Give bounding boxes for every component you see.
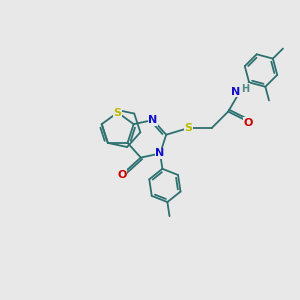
Text: N: N <box>231 86 240 97</box>
Text: H: H <box>242 84 250 94</box>
Text: N: N <box>155 148 165 158</box>
Text: S: S <box>114 107 122 118</box>
Text: O: O <box>117 170 127 180</box>
Text: S: S <box>184 123 193 133</box>
Text: N: N <box>148 115 158 125</box>
Text: O: O <box>243 118 253 128</box>
